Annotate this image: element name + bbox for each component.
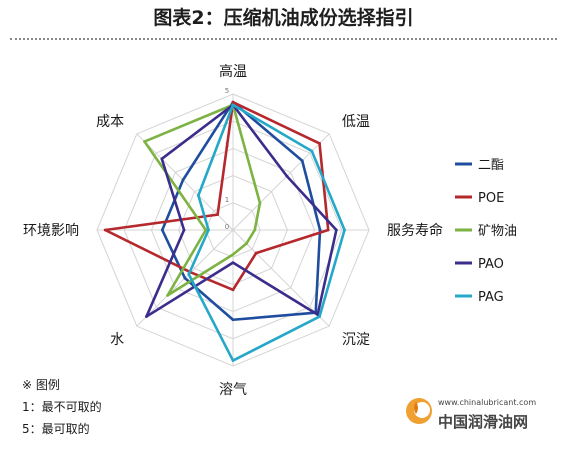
series-0-point-4 — [231, 318, 235, 322]
series-2-point-2 — [253, 228, 257, 232]
legend-label-1: POE — [478, 191, 504, 206]
tick-label-5: 5 — [225, 87, 229, 95]
series-4-point-3 — [318, 315, 321, 318]
legend-label-0: 二酯 — [478, 158, 504, 173]
series-3-point-3 — [316, 313, 320, 317]
series-0-point-5 — [183, 276, 187, 280]
series-3-point-5 — [145, 315, 148, 318]
series-3-point-2 — [334, 228, 338, 232]
series-1-point-7 — [216, 213, 220, 217]
series-3-point-1 — [285, 174, 289, 178]
note-most-desirable: 5：最可取的 — [22, 422, 90, 436]
axis-label-5: 水 — [110, 332, 124, 348]
legend-label-3: PAO — [478, 257, 504, 272]
series-3-point-7 — [160, 157, 164, 161]
series-0-point-1 — [300, 159, 304, 163]
axis-label-0: 高温 — [219, 63, 247, 80]
legend-label-4: PAG — [478, 290, 504, 305]
watermark-url: www.chinalubricant.com — [438, 398, 537, 407]
grid-spoke-1 — [232, 133, 330, 231]
series-2-point-7 — [143, 140, 146, 143]
chart-title: 图表2：压缩机油成份选择指引 — [153, 7, 414, 29]
series-4-point-4 — [231, 359, 235, 362]
series-1-point-3 — [254, 251, 258, 255]
title-divider — [10, 38, 557, 40]
series-2-point-4 — [231, 253, 235, 256]
axis-label-7: 成本 — [96, 114, 124, 130]
series-4-point-2 — [343, 228, 346, 232]
series-0-point-6 — [160, 228, 164, 232]
series-1-point-2 — [326, 228, 330, 232]
series-4-point-1 — [310, 149, 314, 153]
series-0-point-7 — [181, 178, 185, 182]
series-4-point-0 — [231, 103, 235, 107]
axis-label-6: 环境影响 — [23, 223, 79, 239]
axis-label-2: 服务寿命 — [387, 222, 443, 239]
note-legend-heading: ※ 图例 — [22, 378, 60, 392]
series-4-point-7 — [196, 193, 200, 197]
axis-label-3: 沉淀 — [342, 332, 370, 348]
series-1-point-6 — [103, 228, 107, 232]
series-2-point-6 — [204, 228, 208, 232]
legend-label-2: 矿物油 — [478, 224, 517, 239]
series-3-point-4 — [231, 261, 235, 265]
axis-label-1: 低温 — [342, 114, 370, 130]
grid-spoke-3 — [232, 229, 330, 327]
series-2-point-1 — [258, 201, 262, 205]
series-1-point-4 — [231, 288, 235, 292]
series-1-point-1 — [318, 142, 321, 145]
watermark-name: 中国润滑油网 — [438, 413, 529, 431]
tick-label-0: 0 — [225, 223, 229, 231]
series-1-point-0 — [231, 100, 235, 104]
series-4-point-5 — [187, 272, 191, 276]
oil-drop-logo-icon — [406, 398, 432, 424]
note-least-desirable: 1：最不可取的 — [22, 400, 102, 414]
series-2-point-5 — [166, 293, 170, 297]
watermark: www.chinalubricant.com 中国润滑油网 — [404, 396, 554, 436]
series-0-point-2 — [318, 228, 322, 232]
axis-label-4: 溶气 — [219, 382, 247, 398]
series-3-point-6 — [182, 228, 186, 232]
tick-label-1: 1 — [225, 196, 229, 204]
series-4-point-6 — [207, 228, 210, 232]
series-2-point-3 — [245, 242, 248, 245]
